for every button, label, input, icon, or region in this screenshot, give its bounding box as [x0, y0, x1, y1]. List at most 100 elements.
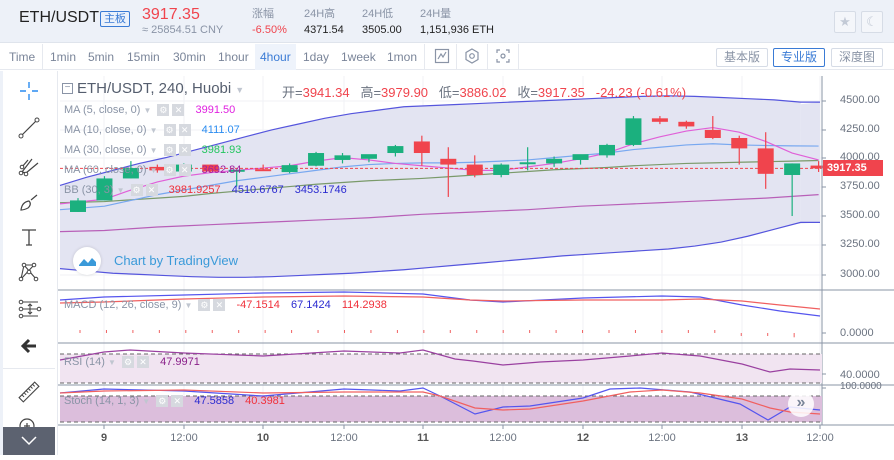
tradingview-icon: [79, 258, 96, 266]
timeframe-15min[interactable]: 15min: [127, 50, 160, 64]
stat-change: 涨幅 -6.50%: [252, 8, 287, 36]
indicator-icon[interactable]: [433, 48, 451, 66]
settings-icon[interactable]: [463, 48, 481, 66]
text-icon: [22, 229, 36, 246]
pro-version-button[interactable]: 专业版: [773, 48, 826, 67]
timeframe-1day[interactable]: 1day: [303, 50, 330, 64]
indicator-ma10[interactable]: MA (10, close, 0) ▼ ⚙ ✕ 4111.07: [64, 124, 240, 137]
price-axis-label: 3250.00: [840, 238, 880, 250]
ruler-tool[interactable]: [14, 377, 44, 407]
pair-name: ETH/USDT: [19, 9, 99, 26]
timeframe-time[interactable]: Time: [9, 50, 36, 64]
indicator-ma60[interactable]: MA (60, close, 0) ▼ ⚙ ✕ 3692.84: [64, 164, 242, 177]
theme-toggle-button[interactable]: ☾: [861, 11, 883, 33]
time-axis-label: 12:00: [806, 432, 834, 444]
price-axis-label: 3750.00: [840, 180, 880, 192]
time-axis-label: 12:00: [648, 432, 676, 444]
pattern-icon: [18, 262, 39, 282]
time-axis-label: 10: [256, 432, 270, 444]
crosshair-icon: [20, 82, 38, 100]
gear-icon[interactable]: ⚙: [163, 164, 176, 177]
measure-icon: [18, 299, 42, 319]
close-icon[interactable]: ✕: [172, 104, 185, 117]
gear-icon[interactable]: ⚙: [198, 299, 211, 312]
tradingview-logo[interactable]: [73, 247, 101, 275]
chart-title: − ETH/USDT, 240, Huobi ▼: [62, 80, 244, 97]
collapse-legend-icon[interactable]: −: [62, 82, 73, 94]
gear-icon[interactable]: ⚙: [163, 124, 176, 137]
double-chevron-right-icon: »: [796, 394, 806, 411]
gear-icon[interactable]: ⚙: [163, 144, 176, 157]
gear-icon[interactable]: ⚙: [130, 184, 143, 197]
favorite-button[interactable]: ★: [834, 11, 856, 33]
indicator-stoch[interactable]: Stoch (14, 1, 3) ▼ ⚙ ✕ 47.5858 40.3981: [64, 395, 285, 408]
last-price: 3917.35: [142, 6, 200, 23]
close-icon[interactable]: ✕: [213, 299, 226, 312]
gear-icon[interactable]: ⚙: [157, 104, 170, 117]
close-icon[interactable]: ✕: [178, 144, 191, 157]
indicator-rsi[interactable]: RSI (14) ▼ ⚙ ✕ 47.9971: [64, 356, 200, 369]
star-icon: ★: [839, 14, 851, 29]
timeframe-30min[interactable]: 30min: [173, 50, 206, 64]
stat-24h-high: 24H高 4371.54: [304, 8, 344, 36]
time-axis-label: 12: [576, 432, 590, 444]
indicator-ma30[interactable]: MA (30, close, 0) ▼ ⚙ ✕ 3981.93: [64, 144, 242, 157]
ohlc-values: 开=3941.34 高=3979.90 低=3886.02 收=3917.35 …: [282, 85, 687, 100]
price-chart[interactable]: [58, 71, 894, 455]
scroll-to-latest-button[interactable]: »: [788, 391, 814, 417]
timeframe-5min[interactable]: 5min: [88, 50, 115, 64]
crosshair-tool[interactable]: [14, 76, 44, 106]
fullscreen-icon[interactable]: [494, 48, 512, 66]
chevron-down-icon[interactable]: ▼: [235, 85, 245, 95]
price-axis-label: 4250.00: [840, 123, 880, 135]
moon-icon: ☾: [866, 14, 878, 29]
indicator-macd[interactable]: MACD (12, 26, close, 9) ▼ ⚙ ✕ -47.1514 67…: [64, 299, 387, 312]
close-icon[interactable]: ✕: [178, 164, 191, 177]
close-icon[interactable]: ✕: [137, 356, 150, 369]
timeframe-1hour[interactable]: 1hour: [218, 50, 249, 64]
basic-version-button[interactable]: 基本版: [716, 48, 769, 67]
close-icon[interactable]: ✕: [145, 184, 158, 197]
time-axis-label: 9: [100, 432, 108, 444]
indicator-bb[interactable]: BB (30, 3) ▼ ⚙ ✕ 3981.9257 4510.6767 3453…: [64, 184, 347, 197]
gear-icon[interactable]: ⚙: [156, 395, 169, 408]
indicator-ma5[interactable]: MA (5, close, 0) ▼ ⚙ ✕ 3991.50: [64, 104, 236, 117]
depth-chart-button[interactable]: 深度图: [831, 48, 884, 67]
stat-24h-low: 24H低 3505.00: [362, 8, 402, 36]
gear-icon[interactable]: ⚙: [122, 356, 135, 369]
close-icon[interactable]: ✕: [171, 395, 184, 408]
tradingview-watermark[interactable]: Chart by TradingView: [114, 253, 239, 268]
stat-24h-volume: 24H量 1,151,936 ETH: [420, 8, 494, 36]
price-axis-label: 3000.00: [840, 268, 880, 280]
timeframe-1week[interactable]: 1week: [341, 50, 376, 64]
trend-line-icon: [18, 117, 40, 139]
brush-tool[interactable]: [14, 187, 44, 217]
current-price-tag: 3917.35: [823, 160, 883, 176]
timeframe-1min[interactable]: 1min: [50, 50, 77, 64]
board-badge: 主板: [100, 11, 130, 27]
stoch-axis-label: 100.0000: [840, 381, 882, 392]
arrow-left-icon: [20, 338, 36, 354]
price-axis-label: 4500.00: [840, 94, 880, 106]
collapse-toolbar-button[interactable]: [3, 427, 55, 455]
pitchfork-tool[interactable]: [14, 151, 44, 181]
rsi-axis-label: 40.0000: [840, 369, 880, 381]
pattern-tool[interactable]: [14, 257, 44, 287]
time-axis-label: 11: [417, 432, 429, 444]
close-icon[interactable]: ✕: [178, 124, 191, 137]
time-axis-label: 12:00: [489, 432, 517, 444]
timeframe-1mon[interactable]: 1mon: [387, 50, 418, 64]
time-axis-label: 12:00: [330, 432, 358, 444]
back-button[interactable]: [14, 331, 44, 361]
brush-icon: [20, 194, 38, 211]
timeframe-4hour[interactable]: 4hour: [255, 44, 296, 70]
chevron-down-icon: [21, 436, 37, 446]
trend-line-tool[interactable]: [14, 113, 44, 143]
drawing-toolbar: [0, 71, 58, 455]
market-header: ETH/USDT 主板 3917.35 ≈ 25854.51 CNY 涨幅 -6…: [0, 0, 894, 43]
measure-tool[interactable]: [14, 294, 44, 324]
text-tool[interactable]: [14, 222, 44, 252]
price-axis-label: 3500.00: [840, 209, 880, 221]
cny-price: ≈ 25854.51 CNY: [142, 24, 224, 36]
macd-axis-label: 0.0000: [840, 327, 874, 339]
